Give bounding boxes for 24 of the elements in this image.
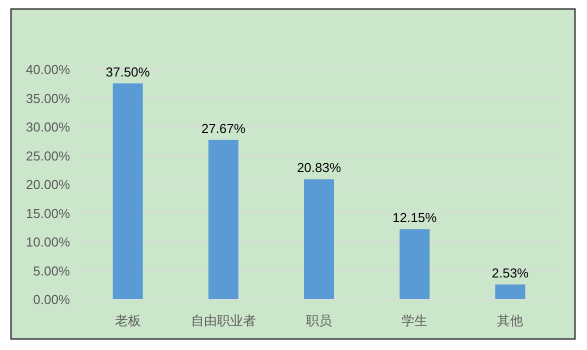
data-label: 12.15%	[392, 210, 438, 226]
x-tick-label: 其他	[497, 313, 524, 328]
data-label: 27.67%	[201, 120, 246, 136]
y-tick-label: 25.00%	[26, 148, 70, 164]
bar	[112, 83, 143, 299]
y-tick-label: 15.00%	[26, 206, 70, 221]
y-tick-label: 10.00%	[26, 234, 70, 250]
bar	[304, 179, 334, 299]
bar	[208, 140, 238, 299]
data-label: 20.83%	[296, 160, 342, 176]
y-tick-label: 20.00%	[26, 177, 70, 192]
x-tick-label: 自由职业者	[190, 313, 256, 328]
data-label: 37.50%	[106, 64, 150, 80]
y-tick-label: 35.00%	[26, 90, 70, 106]
data-label: 2.53%	[492, 265, 530, 280]
bar	[495, 284, 526, 299]
y-tick-label: 0.00%	[33, 292, 70, 307]
y-tick-label: 40.00%	[26, 62, 70, 77]
x-tick-label: 学生	[402, 313, 428, 328]
x-tick-label: 职员	[306, 313, 332, 328]
y-tick-label: 5.00%	[33, 263, 70, 278]
bar	[400, 229, 430, 299]
x-tick-label: 老板	[114, 313, 141, 328]
y-tick-label: 30.00%	[26, 120, 70, 134]
